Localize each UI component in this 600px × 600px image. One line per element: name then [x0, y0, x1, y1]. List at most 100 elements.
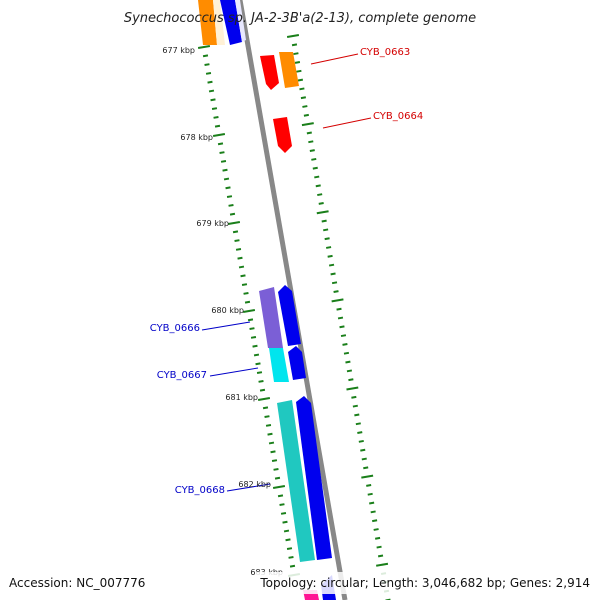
- scale-tick: [367, 492, 373, 496]
- gene-label-cyb0667[interactable]: CYB_0667: [157, 370, 207, 381]
- gene-feature-cyb0663-red[interactable]: [260, 55, 279, 90]
- scale-tick: [202, 54, 209, 58]
- scale-tick: [210, 98, 216, 102]
- scale-tick: [227, 220, 241, 226]
- footer-backdrop: [255, 572, 595, 594]
- scale-tick: [222, 168, 228, 172]
- scale-tick: [309, 149, 315, 152]
- scale-tick: [204, 63, 210, 67]
- scale-tick: [296, 69, 302, 73]
- scale-tick: [207, 80, 213, 84]
- scale-tick: [361, 474, 374, 479]
- scale-tick: [253, 353, 260, 357]
- scale-tick: [250, 335, 257, 339]
- scale-tick: [288, 555, 294, 559]
- scale-tick: [339, 325, 345, 329]
- scale-label: 681 kbp: [225, 393, 258, 402]
- scale-tick: [316, 210, 329, 215]
- scale-tick: [308, 140, 314, 144]
- scale-tick: [232, 230, 239, 234]
- scale-tick: [238, 265, 245, 269]
- scale-tick: [241, 283, 248, 287]
- scale-tick: [283, 529, 290, 533]
- scale-tick: [343, 351, 350, 355]
- scale-tick: [351, 395, 357, 399]
- scale-tick: [333, 290, 339, 293]
- scale-tick: [226, 195, 233, 199]
- scale-tick: [331, 298, 344, 303]
- gene-feature-cyb0667-blue[interactable]: [288, 346, 306, 380]
- scale-tick: [314, 175, 320, 179]
- scale-tick: [346, 386, 359, 391]
- scale-label: 677 kbp: [162, 46, 195, 55]
- gene-feature-orange[interactable]: [198, 0, 217, 45]
- scale-tick: [360, 448, 366, 452]
- scale-tick: [274, 476, 281, 480]
- scale-tick: [328, 263, 335, 267]
- gene-feature-cyb0668-teal[interactable]: [277, 400, 315, 562]
- scale-tick: [358, 439, 364, 443]
- scale-tick: [376, 562, 389, 567]
- scale-tick: [277, 494, 284, 498]
- scale-label: 678 kbp: [180, 133, 213, 142]
- scale-tick: [330, 272, 336, 276]
- scale-tick: [342, 343, 348, 346]
- scale-tick: [326, 246, 332, 249]
- scale-tick: [294, 61, 301, 64]
- scale-tick: [352, 404, 358, 408]
- scale-tick: [237, 256, 243, 260]
- scale-tick: [255, 362, 261, 366]
- scale-tick: [357, 431, 363, 434]
- gene-feature-light: [235, 0, 246, 42]
- accession-text: Accession: NC_007776: [9, 576, 145, 590]
- scale-tick: [205, 71, 212, 75]
- scale-tick: [286, 33, 300, 39]
- gene-labels: CYB_0663 CYB_0664 CYB_0666 CYB_0667 CYB_…: [150, 47, 423, 496]
- scale-tick: [214, 124, 221, 128]
- scale-tick: [242, 308, 256, 314]
- genome-summary-text: Topology: circular; Length: 3,046,682 bp…: [259, 576, 590, 590]
- scale-tick: [331, 281, 338, 285]
- scale-tick: [317, 193, 323, 197]
- gene-label-cyb0668[interactable]: CYB_0668: [175, 485, 225, 496]
- scale-tick: [217, 142, 224, 146]
- gene-label-cyb0666[interactable]: CYB_0666: [150, 323, 200, 334]
- scale-tick: [306, 131, 312, 135]
- scale-tick: [235, 247, 242, 251]
- gene-label-cyb0664[interactable]: CYB_0664: [373, 111, 423, 122]
- scale-tick: [315, 184, 321, 188]
- gene-feature-blue[interactable]: [220, 0, 242, 45]
- gene-feature-cyb0666-blue[interactable]: [278, 285, 301, 346]
- scale-tick: [355, 422, 361, 426]
- scale-tick: [345, 360, 351, 364]
- scale-tick: [286, 547, 293, 551]
- scale-tick: [257, 396, 271, 402]
- scale-tick: [264, 415, 270, 419]
- scale-tick: [361, 457, 367, 461]
- scale-tick: [220, 159, 227, 163]
- scale-tick: [267, 432, 273, 436]
- scale-tick: [285, 538, 291, 542]
- scale-tick: [336, 307, 342, 311]
- gene-feature-light: [213, 0, 225, 45]
- gene-feature-cyb0663-orange[interactable]: [279, 52, 299, 88]
- scale-tick: [377, 554, 384, 558]
- scale-tick: [327, 254, 333, 258]
- gene-feature-cyb0668-blue[interactable]: [296, 396, 332, 560]
- gene-label-cyb0663[interactable]: CYB_0663: [360, 47, 410, 58]
- scale-tick: [268, 441, 275, 445]
- scale-label: 682 kbp: [238, 480, 271, 489]
- scale-tick: [346, 369, 353, 373]
- scale-tick: [247, 318, 254, 322]
- scale-tick: [279, 503, 285, 507]
- gene-feature-cyb0666-purple[interactable]: [259, 287, 283, 348]
- scale-tick: [293, 52, 299, 56]
- gene-feature-cyb0664-red[interactable]: [273, 117, 292, 153]
- gene-group-middle: [259, 285, 332, 562]
- gene-feature-cyb0667-cyan[interactable]: [269, 348, 289, 382]
- scale-tick: [225, 186, 231, 190]
- scale-tick: [340, 334, 347, 338]
- scale-tick: [272, 484, 286, 490]
